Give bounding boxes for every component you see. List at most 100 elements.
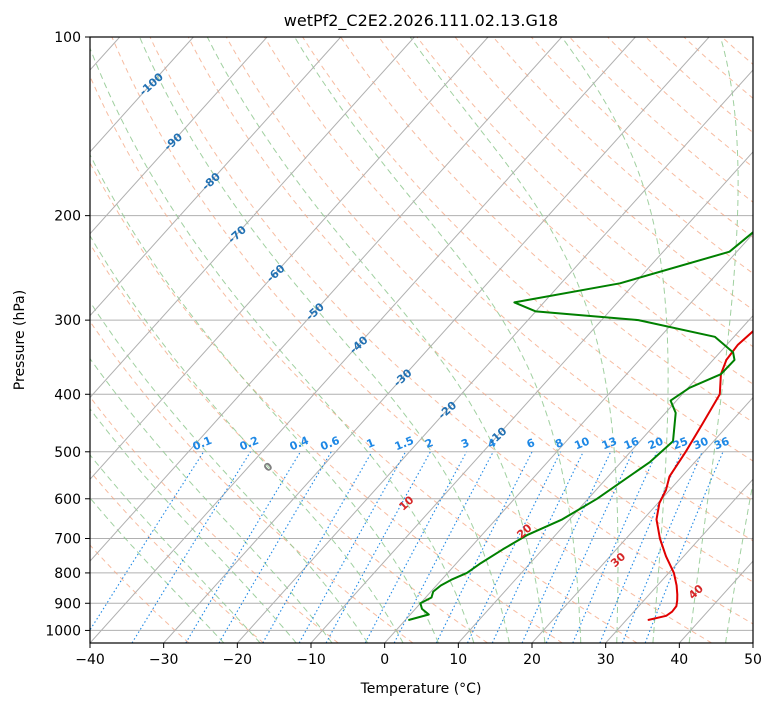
dry-adiabat [225,37,753,542]
moist-adiabat [90,234,404,643]
isotherm-line [163,37,710,643]
moist-adiabat [206,37,546,643]
y-tick-label: 800 [54,566,81,582]
mixing-ratio-line [185,451,301,643]
mixing-ratio-label: 1.5 [393,434,416,453]
y-tick-label: 400 [54,387,81,403]
mixing-ratio-line [90,451,205,631]
isotherm-line [457,314,753,643]
dry-adiabat [90,470,264,643]
y-tick-label: 600 [54,492,81,508]
mixing-ratio-label: 2 [423,436,435,451]
mixing-ratio-line [521,451,612,643]
y-tick-label: 300 [54,313,81,329]
dry-adiabat [90,320,414,643]
isotherm-line [90,37,489,481]
isotherm-line [90,37,415,399]
dry-adiabat [530,37,753,239]
mixing-ratio-label: 0.1 [191,434,214,453]
moist-adiabat-label: 30 [608,550,628,570]
isotherm-line [678,560,753,643]
dry-adiabat [111,37,712,643]
mixing-ratio-lines [90,451,724,643]
dry-adiabat [760,37,775,643]
moist-adiabat-label: 40 [686,582,706,602]
dry-adiabat [187,37,753,583]
mixing-ratio-label: 8 [553,436,565,451]
dry-adiabats [90,37,775,643]
mixing-ratio-label: 0.6 [319,434,342,453]
profile-lines [408,231,753,621]
isotherm-line [90,37,268,235]
temperature-profile-line [647,329,753,621]
y-axis-label: Pressure (hPa) [12,290,28,390]
mixing-ratio-label: 25 [671,435,690,453]
moist-adiabats [90,37,753,643]
isotherm-line [236,69,753,643]
mixing-ratio-line [644,451,724,643]
mixing-ratio-line [621,451,703,643]
dry-adiabat [607,37,753,168]
dry-adiabat [378,37,753,385]
y-tick-label: 100 [54,30,81,46]
mixing-ratio-line [572,451,658,643]
x-tick-label: −10 [296,652,326,668]
y-axis-ticks: 100 200 300 400 500 600 700 800 900 1000 [45,30,90,639]
x-tick-label: −30 [149,652,179,668]
dry-adiabat [416,37,753,348]
mixing-ratio-label: 3 [459,436,471,451]
isotherm-line [90,37,563,562]
isotherm-line [605,478,753,643]
mixing-ratio-line [491,451,584,643]
moist-adiabat [90,301,369,643]
mixing-ratio-line [364,451,468,643]
moist-adiabat [294,37,582,643]
dry-adiabat [340,37,753,423]
x-tick-label: −40 [75,652,105,668]
y-tick-label: 200 [54,209,81,225]
isotherm-line [752,642,753,643]
dry-adiabat [90,161,563,643]
mixing-ratio-line [298,451,407,643]
dewpoint-profile-line [408,231,753,621]
y-tick-label: 1000 [45,623,81,639]
mixing-ratio-label: 20 [646,435,665,453]
dry-adiabat [454,37,753,311]
x-axis-label: Temperature (°C) [360,681,482,697]
mixing-ratio-line [325,451,431,643]
dry-adiabat [149,37,753,625]
mixing-ratio-label: 16 [622,435,641,453]
moist-adiabat [409,37,619,643]
isotherm-line [90,37,342,317]
mixing-ratio-label: 30 [691,435,710,453]
moist-adiabat [90,46,475,643]
isotherm-line [90,37,636,643]
x-tick-label: 50 [744,652,762,668]
x-tick-label: 0 [380,652,389,668]
dry-adiabat [90,396,339,643]
dry-adiabat [721,37,753,66]
moist-adiabat [90,357,333,643]
mixing-ratio-line [262,451,373,643]
isotherm-line [90,37,194,153]
mixing-ratio-label: 13 [600,435,619,453]
isotherm-line [310,151,753,643]
y-tick-label: 900 [54,596,81,612]
dry-adiabat [90,544,190,643]
isotherm-line [531,396,753,643]
moist-adiabat [90,153,439,643]
isotherm-line [384,232,753,643]
x-axis-ticks: −40 −30 −20 −10 0 10 20 30 40 50 [75,643,762,668]
x-tick-label: 40 [670,652,688,668]
plot-frame [89,36,754,644]
dry-adiabat [569,37,753,203]
reference-line-labels: 0.1 0.2 0.4 0.6 1 1.5 2 3 4 6 8 10 13 16 20 25 30 36-100-… [137,70,732,602]
x-tick-label: −20 [223,652,253,668]
dry-adiabat [263,37,753,502]
moist-adiabat [725,480,753,643]
moist-adiabat [90,408,297,643]
mixing-ratio-label: 1 [365,436,377,451]
moist-adiabat-label: 10 [396,493,416,513]
dry-adiabat [683,37,753,99]
